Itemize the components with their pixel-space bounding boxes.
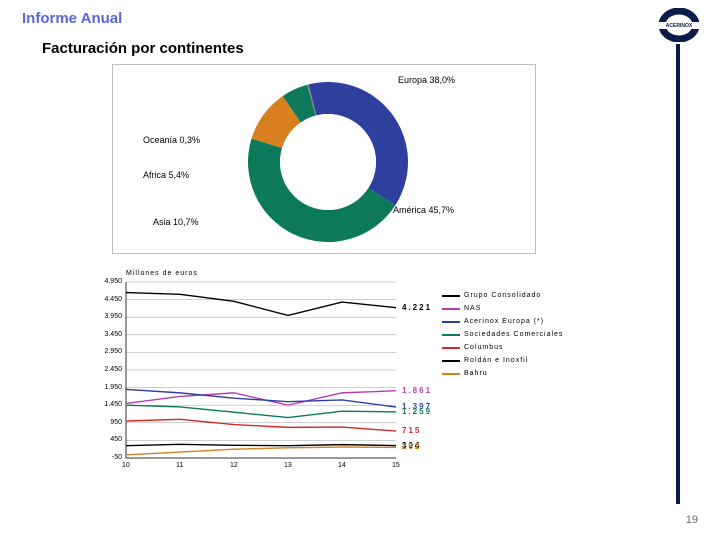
legend-label: Columbus bbox=[464, 344, 504, 351]
x-tick: 11 bbox=[176, 462, 183, 469]
y-tick: 1.450 bbox=[94, 401, 122, 408]
y-tick: 2.450 bbox=[94, 366, 122, 373]
series-nas bbox=[126, 391, 396, 405]
report-header: Informe Anual bbox=[22, 10, 122, 27]
donut-label-asia: Asia 10,7% bbox=[153, 217, 199, 227]
donut-label-europa: Europa 38,0% bbox=[398, 75, 455, 85]
x-tick: 13 bbox=[284, 462, 292, 469]
y-tick: 1.950 bbox=[94, 384, 122, 391]
series-end-value: 252 bbox=[402, 442, 421, 451]
donut-chart: Europa 38,0% América 45,7% Asia 10,7% Afric… bbox=[112, 64, 536, 254]
page: Informe Anual Facturación por continente… bbox=[0, 0, 720, 540]
x-tick: 14 bbox=[338, 462, 346, 469]
series-end-value: 715 bbox=[402, 426, 421, 435]
series-end-value: 4.221 bbox=[402, 303, 432, 312]
y-tick: 950 bbox=[94, 419, 122, 426]
legend-label: Bahru bbox=[464, 370, 488, 377]
legend-swatch bbox=[442, 373, 460, 375]
legend-label: Sociedades Comerciales bbox=[464, 331, 563, 338]
y-tick: 3.450 bbox=[94, 331, 122, 338]
series-end-value: 1.861 bbox=[402, 386, 432, 395]
y-tick: 2.950 bbox=[94, 348, 122, 355]
legend-swatch bbox=[442, 295, 460, 297]
page-number: 19 bbox=[686, 514, 698, 526]
x-tick: 10 bbox=[122, 462, 130, 469]
y-tick: 3.950 bbox=[94, 313, 122, 320]
legend-swatch bbox=[442, 334, 460, 336]
legend-item: Roldán e Inoxfil bbox=[442, 357, 563, 364]
legend: Grupo Consolidado NAS Acerinox Europa (*) S… bbox=[442, 292, 563, 383]
svg-text:ACERINOX: ACERINOX bbox=[666, 23, 693, 29]
line-chart: Millones de euros Grupo ConsolidadoNASAc… bbox=[90, 270, 590, 500]
series-grupo-consolidado bbox=[126, 293, 396, 316]
legend-label: Roldán e Inoxfil bbox=[464, 357, 528, 364]
series-sociedades-comerciales bbox=[126, 405, 396, 417]
legend-swatch bbox=[442, 321, 460, 323]
legend-swatch bbox=[442, 360, 460, 362]
legend-label: Grupo Consolidado bbox=[464, 292, 541, 299]
y-tick: 450 bbox=[94, 436, 122, 443]
x-tick: 15 bbox=[392, 462, 400, 469]
legend-swatch bbox=[442, 308, 460, 310]
series-end-value: 1.259 bbox=[402, 407, 432, 416]
donut-svg bbox=[233, 67, 423, 257]
y-tick: -50 bbox=[94, 454, 122, 461]
legend-item: Columbus bbox=[442, 344, 563, 351]
x-tick: 12 bbox=[230, 462, 238, 469]
accent-vertical-bar bbox=[676, 44, 680, 504]
legend-item: Acerinox Europa (*) bbox=[442, 318, 563, 325]
series-rold-n-e-inoxfil bbox=[126, 444, 396, 445]
legend-label: Acerinox Europa (*) bbox=[464, 318, 544, 325]
y-tick: 4.450 bbox=[94, 296, 122, 303]
acerinox-logo: ACERINOX bbox=[656, 8, 702, 42]
series-columbus bbox=[126, 419, 396, 431]
legend-item: Grupo Consolidado bbox=[442, 292, 563, 299]
series-bahru bbox=[126, 447, 396, 455]
donut-label-oceanía: Oceanía 0,3% bbox=[143, 135, 200, 145]
page-title: Facturación por continentes bbox=[42, 40, 244, 57]
legend-item: Bahru bbox=[442, 370, 563, 377]
donut-label-américa: América 45,7% bbox=[393, 205, 454, 215]
legend-item: Sociedades Comerciales bbox=[442, 331, 563, 338]
legend-item: NAS bbox=[442, 305, 563, 312]
legend-swatch bbox=[442, 347, 460, 349]
legend-label: NAS bbox=[464, 305, 481, 312]
donut-label-africa: Africa 5,4% bbox=[143, 170, 189, 180]
y-tick: 4.950 bbox=[94, 278, 122, 285]
